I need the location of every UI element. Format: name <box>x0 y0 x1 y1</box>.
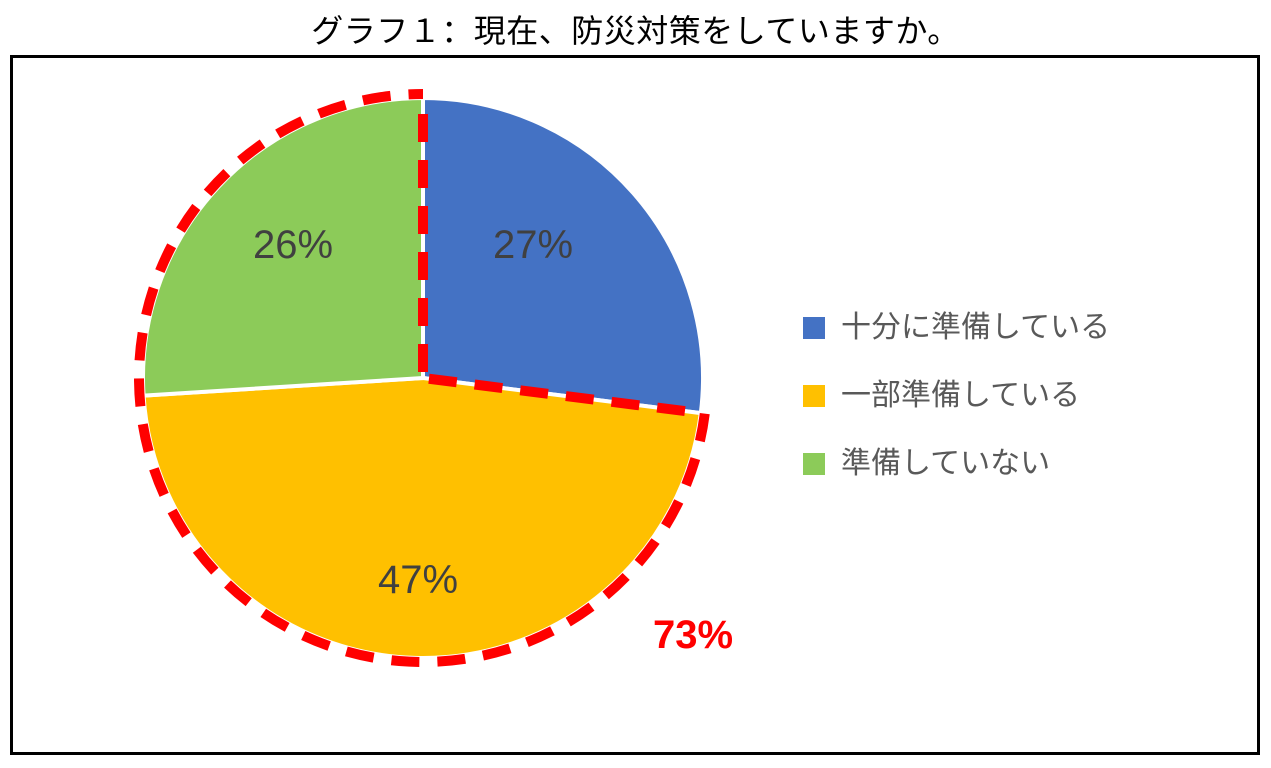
legend: 十分に準備している 一部準備している 準備していない <box>803 313 1110 517</box>
chart-container: 27% 47% 26% 73% 十分に準備している 一部準備している 準備してい… <box>10 55 1260 755</box>
legend-item: 一部準備している <box>803 381 1110 411</box>
chart-title: グラフ１：現在、防災対策をしていますか。 <box>0 0 1271 60</box>
pie-chart: 27% 47% 26% <box>133 88 713 668</box>
slice-pct-2: 26% <box>253 223 333 268</box>
legend-item: 準備していない <box>803 449 1110 479</box>
legend-label: 準備していない <box>841 449 1050 479</box>
legend-label: 一部準備している <box>841 381 1080 411</box>
highlight-callout: 73% <box>653 613 733 658</box>
legend-swatch-icon <box>803 453 825 475</box>
legend-swatch-icon <box>803 317 825 339</box>
legend-item: 十分に準備している <box>803 313 1110 343</box>
slice-pct-0: 27% <box>493 223 573 268</box>
slice-pct-1: 47% <box>378 558 458 603</box>
legend-label: 十分に準備している <box>841 313 1110 343</box>
legend-swatch-icon <box>803 385 825 407</box>
